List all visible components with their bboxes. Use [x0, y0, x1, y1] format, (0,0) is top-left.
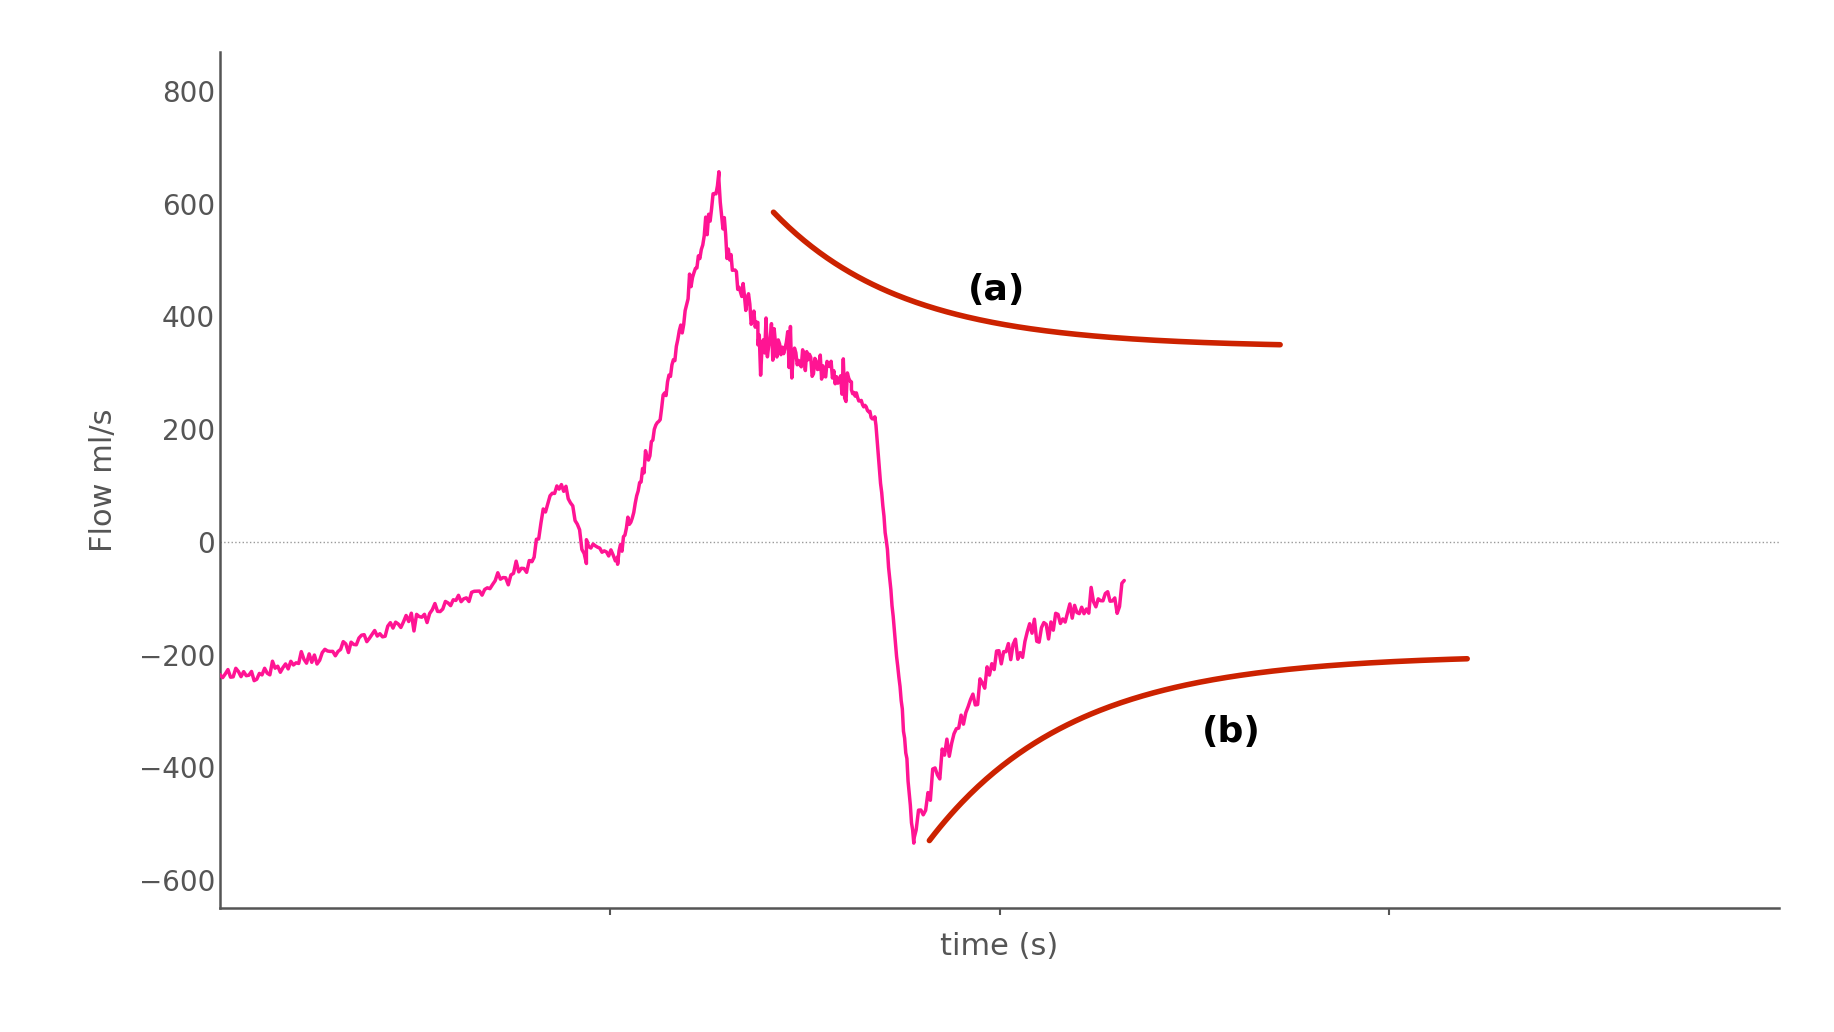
Y-axis label: Flow ml/s: Flow ml/s [90, 408, 117, 552]
Text: (a): (a) [968, 272, 1025, 307]
Text: (b): (b) [1203, 715, 1262, 749]
X-axis label: time (s): time (s) [941, 932, 1058, 961]
